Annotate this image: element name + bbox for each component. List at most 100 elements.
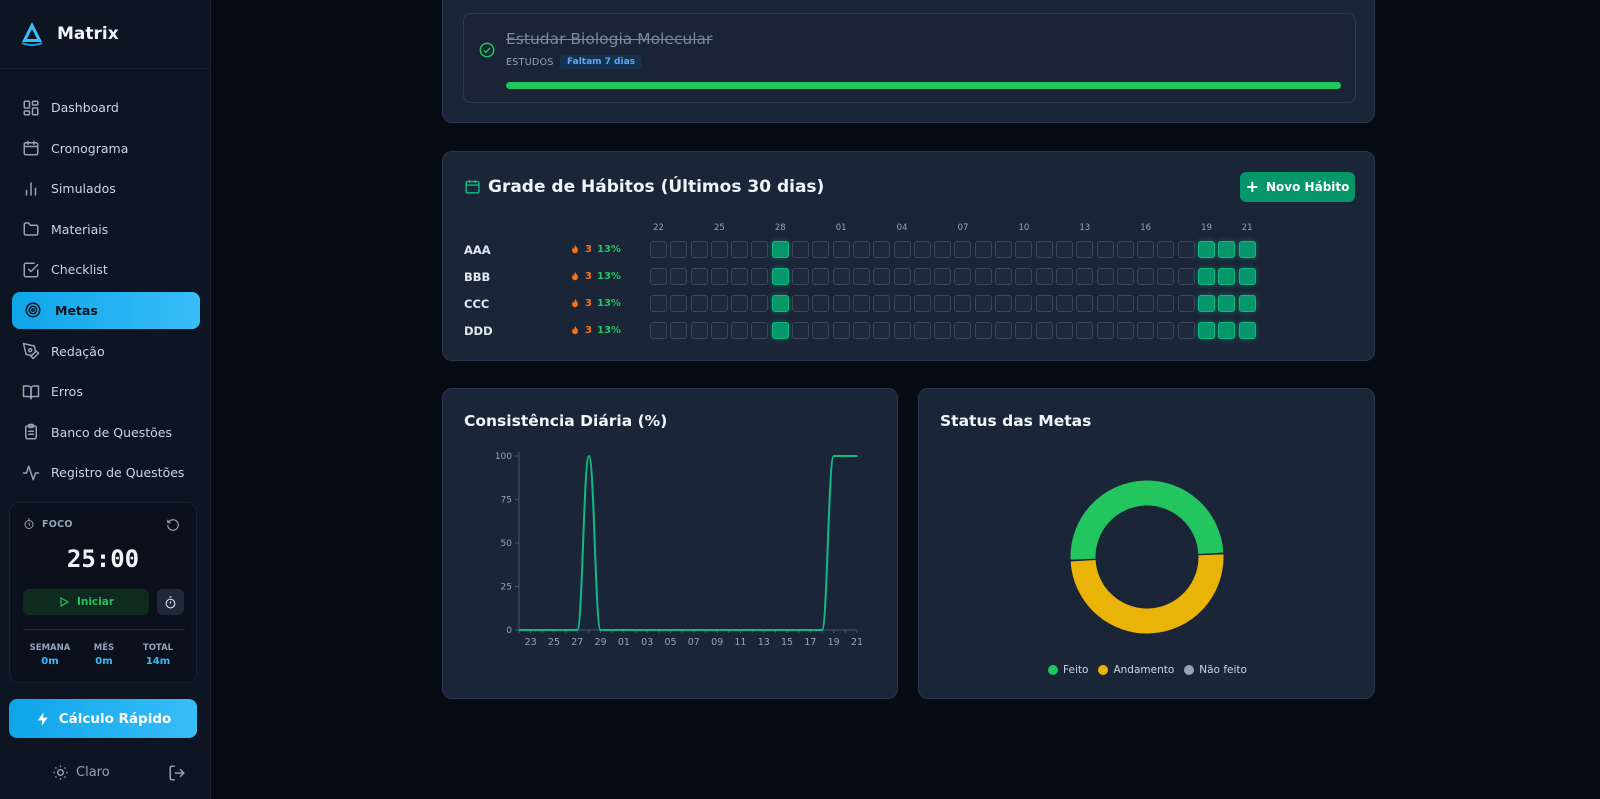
habit-cell[interactable] <box>731 268 749 285</box>
habit-cell[interactable] <box>913 268 931 285</box>
habit-cell[interactable] <box>812 322 830 339</box>
legend-item[interactable]: Não feito <box>1184 664 1247 676</box>
brand[interactable]: Matrix <box>20 20 119 48</box>
habit-cell[interactable] <box>934 241 952 258</box>
habit-cell[interactable] <box>1157 322 1175 339</box>
habit-cell[interactable] <box>995 268 1013 285</box>
habit-cell[interactable] <box>690 322 708 339</box>
habit-cell[interactable] <box>954 241 972 258</box>
habit-cell[interactable] <box>1137 241 1155 258</box>
habit-cell[interactable] <box>1096 295 1114 312</box>
habit-cell[interactable] <box>1015 295 1033 312</box>
habit-cell[interactable] <box>670 268 688 285</box>
goal-item[interactable]: Estudar Biologia Molecular ESTUDOS Falta… <box>463 13 1356 103</box>
habit-cell[interactable] <box>1137 322 1155 339</box>
habit-cell[interactable] <box>690 268 708 285</box>
habit-cell[interactable] <box>1076 295 1094 312</box>
habit-cell[interactable] <box>710 322 728 339</box>
habit-cell-done[interactable] <box>1198 295 1216 312</box>
habit-cell[interactable] <box>710 268 728 285</box>
habit-cell[interactable] <box>1157 295 1175 312</box>
habit-cell[interactable] <box>1137 295 1155 312</box>
habit-cell[interactable] <box>893 268 911 285</box>
habit-cell[interactable] <box>995 322 1013 339</box>
habit-cell-done[interactable] <box>1238 268 1256 285</box>
habit-cell-done[interactable] <box>1218 322 1236 339</box>
habit-cell[interactable] <box>934 268 952 285</box>
sidebar-item-metas[interactable]: Metas <box>12 291 200 329</box>
habit-cell-done[interactable] <box>1198 268 1216 285</box>
habit-cell[interactable] <box>751 268 769 285</box>
habit-cell[interactable] <box>690 241 708 258</box>
sidebar-item-dashboard[interactable]: Dashboard <box>12 89 200 126</box>
habit-cell[interactable] <box>893 322 911 339</box>
habit-cell[interactable] <box>1055 322 1073 339</box>
logout-icon[interactable] <box>168 764 186 782</box>
habit-cell[interactable] <box>1035 322 1053 339</box>
habit-cell[interactable] <box>1096 322 1114 339</box>
habit-cell[interactable] <box>751 322 769 339</box>
habit-cell[interactable] <box>1035 268 1053 285</box>
habit-cell[interactable] <box>792 241 810 258</box>
habit-name[interactable]: CCC <box>464 297 490 311</box>
theme-toggle-button[interactable]: Claro <box>52 764 110 781</box>
habit-cell[interactable] <box>873 268 891 285</box>
habit-cell-done[interactable] <box>1198 241 1216 258</box>
habit-cell-done[interactable] <box>1238 295 1256 312</box>
habit-cell[interactable] <box>650 322 667 339</box>
habit-cell-done[interactable] <box>1238 322 1256 339</box>
habit-cell[interactable] <box>1055 295 1073 312</box>
habit-cell[interactable] <box>913 322 931 339</box>
habit-cell[interactable] <box>650 268 667 285</box>
habit-cell[interactable] <box>690 295 708 312</box>
habit-cell-done[interactable] <box>1238 241 1256 258</box>
habit-cell[interactable] <box>954 268 972 285</box>
habit-cell[interactable] <box>1035 295 1053 312</box>
habit-cell[interactable] <box>832 241 850 258</box>
habit-cell[interactable] <box>792 268 810 285</box>
habit-cell[interactable] <box>650 295 667 312</box>
quick-calc-button[interactable]: Cálculo Rápido <box>9 699 197 738</box>
habit-cell[interactable] <box>1177 268 1195 285</box>
habit-cell[interactable] <box>751 241 769 258</box>
habit-cell[interactable] <box>1177 295 1195 312</box>
habit-name[interactable]: DDD <box>464 324 493 338</box>
habit-cell[interactable] <box>852 268 870 285</box>
sidebar-item-redacao[interactable]: Redação <box>12 333 200 370</box>
habit-cell[interactable] <box>1055 268 1073 285</box>
sidebar-item-banco-de-questoes[interactable]: Banco de Questões <box>12 414 200 451</box>
reset-icon[interactable] <box>166 518 180 532</box>
habit-cell[interactable] <box>1076 268 1094 285</box>
legend-item[interactable]: Feito <box>1048 664 1088 676</box>
habit-cell[interactable] <box>852 295 870 312</box>
habit-cell[interactable] <box>792 295 810 312</box>
habit-cell[interactable] <box>873 322 891 339</box>
habit-cell[interactable] <box>731 322 749 339</box>
habit-cell[interactable] <box>913 295 931 312</box>
habit-cell[interactable] <box>1177 322 1195 339</box>
habit-cell-done[interactable] <box>771 241 789 258</box>
habit-cell[interactable] <box>812 295 830 312</box>
habit-cell[interactable] <box>893 295 911 312</box>
new-habit-button[interactable]: + Novo Hábito <box>1240 172 1355 202</box>
habit-cell[interactable] <box>670 322 688 339</box>
habit-cell[interactable] <box>1096 268 1114 285</box>
habit-cell[interactable] <box>1157 241 1175 258</box>
habit-cell[interactable] <box>832 268 850 285</box>
habit-cell[interactable] <box>974 295 992 312</box>
habit-cell-done[interactable] <box>771 295 789 312</box>
habit-name[interactable]: AAA <box>464 243 491 257</box>
habit-cell[interactable] <box>1015 268 1033 285</box>
habit-cell[interactable] <box>1116 295 1134 312</box>
habit-cell[interactable] <box>1157 268 1175 285</box>
habit-cell[interactable] <box>954 295 972 312</box>
habit-cell[interactable] <box>852 241 870 258</box>
habit-cell[interactable] <box>974 322 992 339</box>
habit-cell[interactable] <box>852 322 870 339</box>
check-circle-icon[interactable] <box>479 42 495 58</box>
start-timer-button[interactable]: Iniciar <box>23 589 149 615</box>
habit-cell[interactable] <box>1015 322 1033 339</box>
sidebar-item-cronograma[interactable]: Cronograma <box>12 130 200 167</box>
habit-cell[interactable] <box>1015 241 1033 258</box>
habit-cell[interactable] <box>670 295 688 312</box>
